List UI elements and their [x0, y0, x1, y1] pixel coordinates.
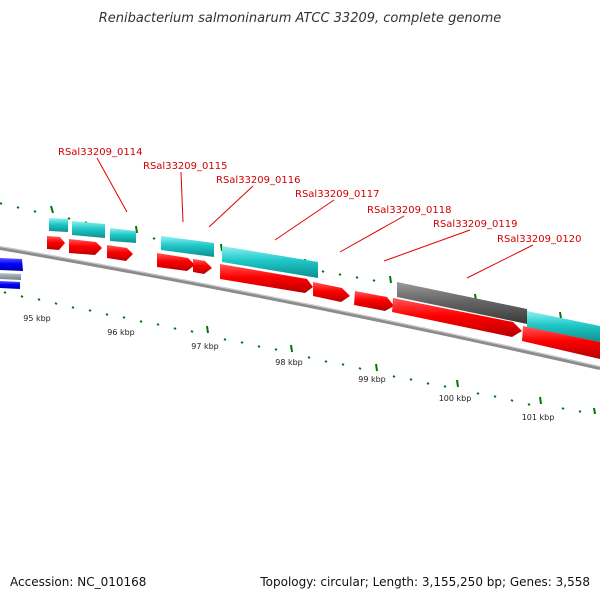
cyan-feature [110, 228, 136, 243]
red-cds-arrow [392, 298, 522, 337]
red-cds-arrow [354, 291, 394, 311]
gene-label-rsal33209-0119: RSal33209_0119 [433, 219, 517, 230]
cyan-feature [222, 246, 318, 278]
tick-label-98-kbp: 98 kbp [275, 358, 303, 367]
red-cds-arrow [107, 245, 133, 261]
gene-label-rsal33209-0117: RSal33209_0117 [295, 189, 379, 200]
red-cds-arrow [522, 326, 600, 359]
red-cds-arrow [47, 236, 65, 250]
genome-summary-text: Topology: circular; Length: 3,155,250 bp… [259, 575, 590, 589]
cyan-feature [527, 311, 600, 342]
gene-label-rsal33209-0115: RSal33209_0115 [143, 161, 227, 172]
tick-label-99-kbp: 99 kbp [358, 375, 386, 384]
tick-label-97-kbp: 97 kbp [191, 342, 219, 351]
cyan-feature [161, 236, 214, 257]
lower-tick-ruler [3, 291, 596, 415]
blue-feature [0, 258, 23, 271]
tick-label-96-kbp: 96 kbp [107, 328, 135, 337]
red-cds-arrow [313, 282, 350, 302]
red-cds-arrow [193, 259, 212, 274]
tick-label-101-kbp: 101 kbp [522, 413, 555, 422]
cyan-feature [49, 218, 68, 232]
slate-feature [0, 273, 21, 280]
tick-label-100-kbp: 100 kbp [439, 394, 472, 403]
genome-backbone [0, 246, 600, 370]
gene-label-leaders [96, 157, 534, 279]
red-cds-arrow [69, 239, 102, 255]
tick-label-95-kbp: 95 kbp [23, 314, 51, 323]
red-cds-row [47, 236, 600, 359]
accession-text: Accession: NC_010168 [10, 575, 146, 589]
gene-label-rsal33209-0114: RSal33209_0114 [58, 147, 142, 158]
gene-label-rsal33209-0116: RSal33209_0116 [216, 175, 300, 186]
red-cds-arrow [220, 264, 313, 293]
map-title: Renibacterium salmoninarum ATCC 33209, c… [99, 11, 502, 26]
gene-label-rsal33209-0120: RSal33209_0120 [497, 234, 581, 245]
grey-feature [397, 282, 527, 324]
cyan-feature-row [49, 218, 600, 342]
red-cds-arrow [157, 253, 195, 271]
blue-feature-lower [0, 281, 20, 289]
cyan-feature [72, 221, 105, 238]
gene-label-rsal33209-0118: RSal33209_0118 [367, 205, 451, 216]
